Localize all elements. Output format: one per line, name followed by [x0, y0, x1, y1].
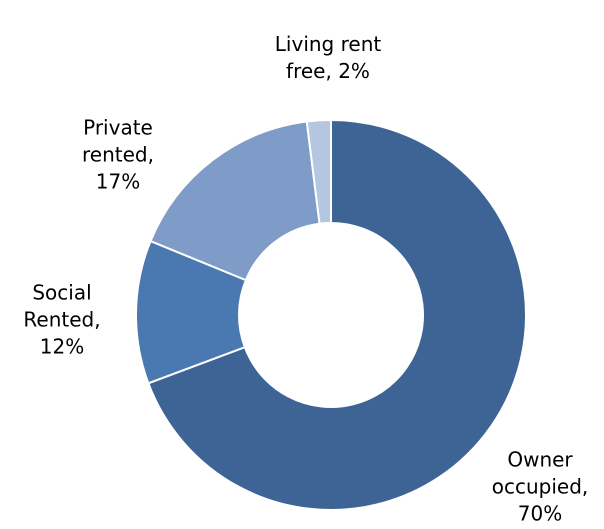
donut-slice [149, 120, 321, 282]
donut-slice [305, 118, 332, 225]
data-label: Social Rented, 12% [23, 280, 101, 359]
data-label: Private rented, 17% [82, 115, 154, 194]
data-label: Living rent free, 2% [274, 32, 382, 83]
donut-slice [147, 118, 527, 511]
data-label: Owner occupied, 70% [491, 447, 589, 526]
